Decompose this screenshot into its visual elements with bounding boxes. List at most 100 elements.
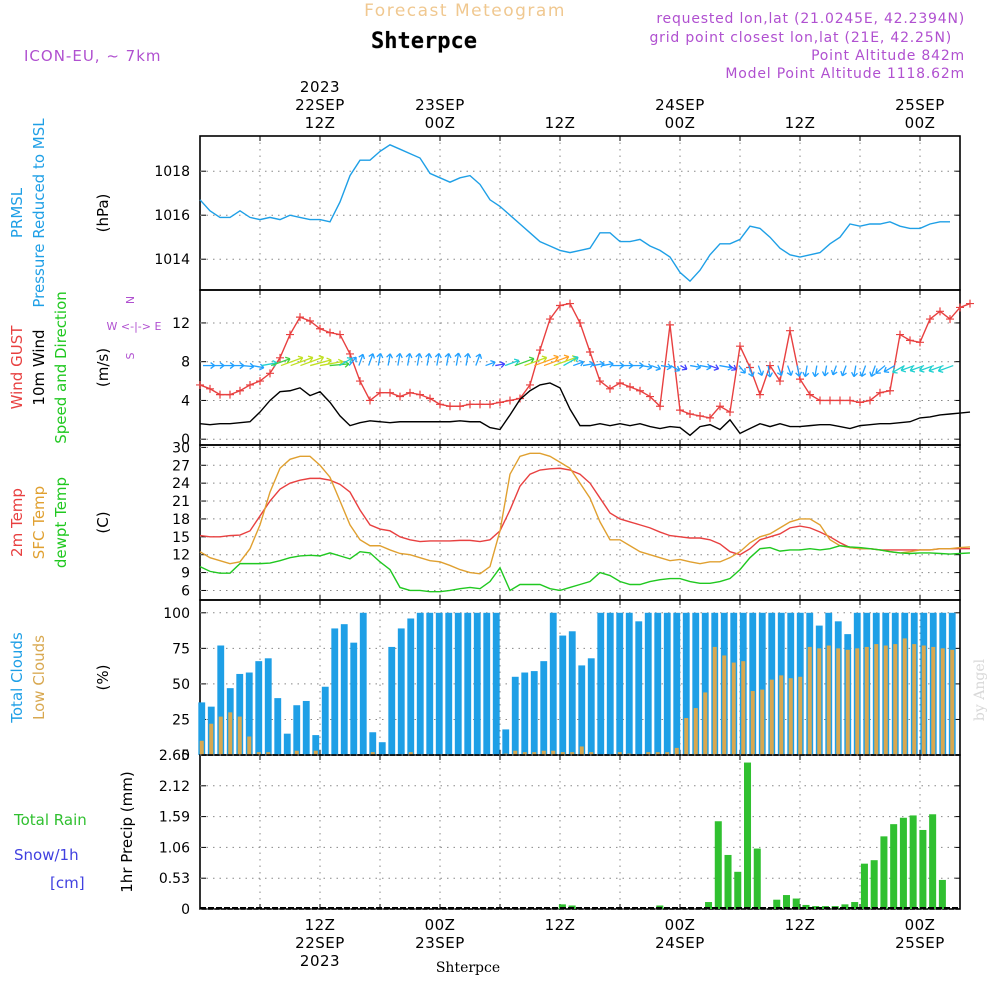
bar-3-1-41 [589,752,594,755]
gust-marker-14 [336,330,344,339]
bar-3-1-40 [579,746,584,755]
gust-marker-7 [266,369,274,378]
time-label-time-top-5-0: 25SEP [895,96,945,114]
gust-marker-76 [956,303,964,312]
bar-4-0-72 [899,817,907,909]
wind-arrow-28 [475,353,481,366]
wind-arrow-head-48 [674,365,681,372]
panel-frame-4 [199,754,961,910]
wind-arrow-17 [368,353,374,366]
gust-marker-46 [656,402,664,411]
wind-arrow-12 [319,360,343,367]
gust-marker-17 [366,396,374,405]
wind-arrow-head-24 [434,352,442,359]
wind-arrow-36 [553,356,578,367]
bar-3-1-66 [826,645,831,755]
wind-arrow-head-32 [528,356,535,364]
bar-3-0-6 [255,661,263,755]
wind-arrow-head-67 [851,371,858,378]
bar-4-0-59 [773,899,781,909]
time-label-time-top-0-2: 12Z [305,114,336,132]
ytick-label-4-1: 0.53 [159,871,190,887]
bar-3-0-50 [673,612,681,755]
bar-3-0-53 [701,612,709,755]
bar-3-1-47 [646,752,651,755]
time-label-time-top-1-0: 23SEP [415,96,465,114]
bar-3-1-44 [617,752,622,755]
gust-marker-54 [736,342,744,351]
ytick-label-3-2: 50 [172,677,190,693]
bar-3-0-39 [568,631,576,755]
bar-3-0-38 [559,635,567,755]
bar-3-0-27 [454,612,462,755]
wind-arrow-69 [870,365,876,377]
ytick-label-2-4: 18 [172,512,190,528]
gust-marker-69 [886,386,894,395]
wind-arrow-45 [641,364,652,369]
time-label-time-bottom-5-0: 00Z [905,916,936,934]
wind-arrow-64 [824,365,828,377]
time-label-time-bottom-2-0: 12Z [545,916,576,934]
gust-marker-44 [636,386,644,395]
gust-marker-37 [566,299,574,308]
bar-3-0-21 [397,628,405,755]
gust-marker-38 [576,318,584,327]
bar-3-0-7 [264,658,272,755]
gust-marker-57 [766,361,774,370]
wind-arrow-51 [699,364,712,369]
wind-arrow-11 [310,359,332,367]
wind-arrow-56 [748,365,754,377]
bar-3-0-33 [511,676,519,755]
wind-arrow-32 [514,357,535,367]
bar-3-1-2 [218,716,223,755]
bar-3-0-28 [464,612,472,755]
wind-arrow-20 [397,353,401,366]
bar-3-1-55 [722,655,727,755]
wind-arrow-5 [251,364,264,369]
ytick-label-3-0: 0 [181,748,190,764]
wind-arrow-34 [534,356,559,367]
bar-4-0-75 [929,814,937,909]
ytick-label-4-5: 2.65 [159,748,190,764]
wind-arrow-head-34 [553,354,559,362]
panel-label-0-0: PRMSL [8,187,26,238]
wind-arrow-head-47 [666,363,672,371]
bar-3-1-48 [655,752,660,755]
gust-marker-41 [606,384,614,393]
bar-3-0-48 [654,612,662,755]
gust-marker-4 [236,386,244,395]
bar-3-0-42 [597,612,605,755]
time-label-time-top-0-0: 2023 [300,78,340,96]
bar-3-1-65 [817,648,822,755]
model-point-altitude: Model Point Altitude 1118.62m [725,66,965,82]
wind-arrow-46 [650,364,661,370]
wind-arrow-head-56 [748,371,755,378]
gust-marker-64 [836,396,844,405]
panel-unit-2: (C) [94,511,112,533]
bar-3-1-71 [874,644,879,755]
wind-arrow-head-55 [740,368,746,374]
grid-point-coords: grid point closest lon,lat (21E, 42.25N) [649,30,952,46]
wind-arrow-head-49 [681,364,688,371]
wind-arrow-58 [767,365,771,378]
bar-3-0-23 [416,612,424,755]
bar-3-1-36 [541,750,546,755]
panel-label-2-1: SFC Temp [30,486,48,559]
footer-location: Shterpce [436,960,500,976]
bar-3-1-54 [712,646,717,755]
gust-marker-24 [436,400,444,409]
panel-label-1-0: Wind GUST [8,325,26,410]
gust-marker-65 [846,396,854,405]
wind-arrow-54 [728,364,737,371]
wind-arrow-33 [524,356,547,367]
ytick-label-1-2: 8 [181,355,190,371]
wind-arrow-head-71 [883,366,890,373]
bar-3-0-40 [578,665,586,755]
wind-arrow-67 [853,365,857,377]
bar-4-0-55 [734,871,742,909]
wind-arrow-head-58 [766,372,773,378]
bar-3-1-1 [209,723,214,755]
gust-marker-40 [596,377,604,386]
bar-3-0-13 [321,686,329,755]
wind-arrow-head-59 [776,370,784,377]
